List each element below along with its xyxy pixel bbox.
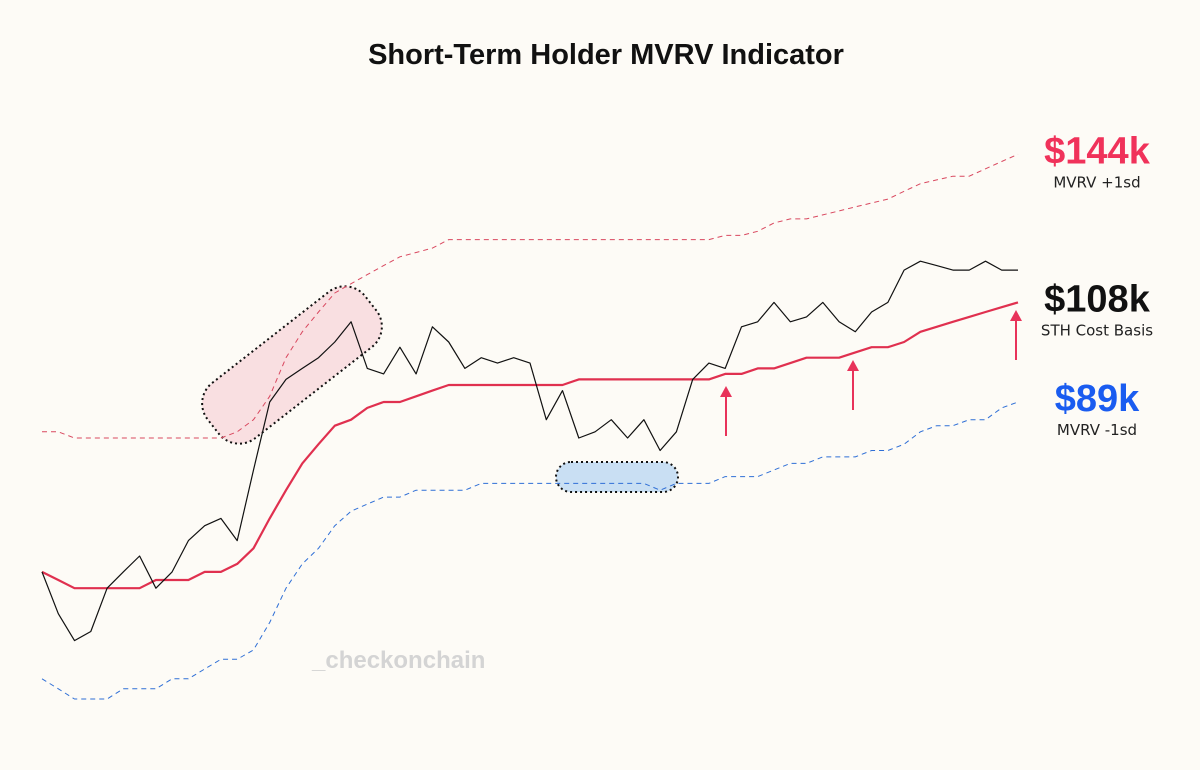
highlights <box>201 285 679 493</box>
series-line <box>42 153 1019 439</box>
highlight-box <box>201 285 383 445</box>
end-label: $144k <box>1044 130 1151 172</box>
series-name: MVRV +1sd <box>1053 173 1140 191</box>
highlight-box <box>555 461 679 493</box>
arrow-head <box>720 386 732 397</box>
watermark: _checkonchain <box>311 647 485 674</box>
arrows <box>720 310 1022 436</box>
series-line <box>41 301 1019 590</box>
arrow-head <box>1010 310 1022 321</box>
chart-title: Short-Term Holder MVRV Indicator <box>368 39 844 71</box>
plot-area <box>41 153 1019 700</box>
end-label: $89k <box>1055 378 1140 420</box>
price-line <box>41 260 1018 642</box>
series-name: MVRV -1sd <box>1057 421 1137 439</box>
series-line <box>41 401 1019 700</box>
end-label: $108k <box>1044 278 1151 320</box>
arrow-head <box>847 360 859 371</box>
series-name: STH Cost Basis <box>1041 321 1153 339</box>
